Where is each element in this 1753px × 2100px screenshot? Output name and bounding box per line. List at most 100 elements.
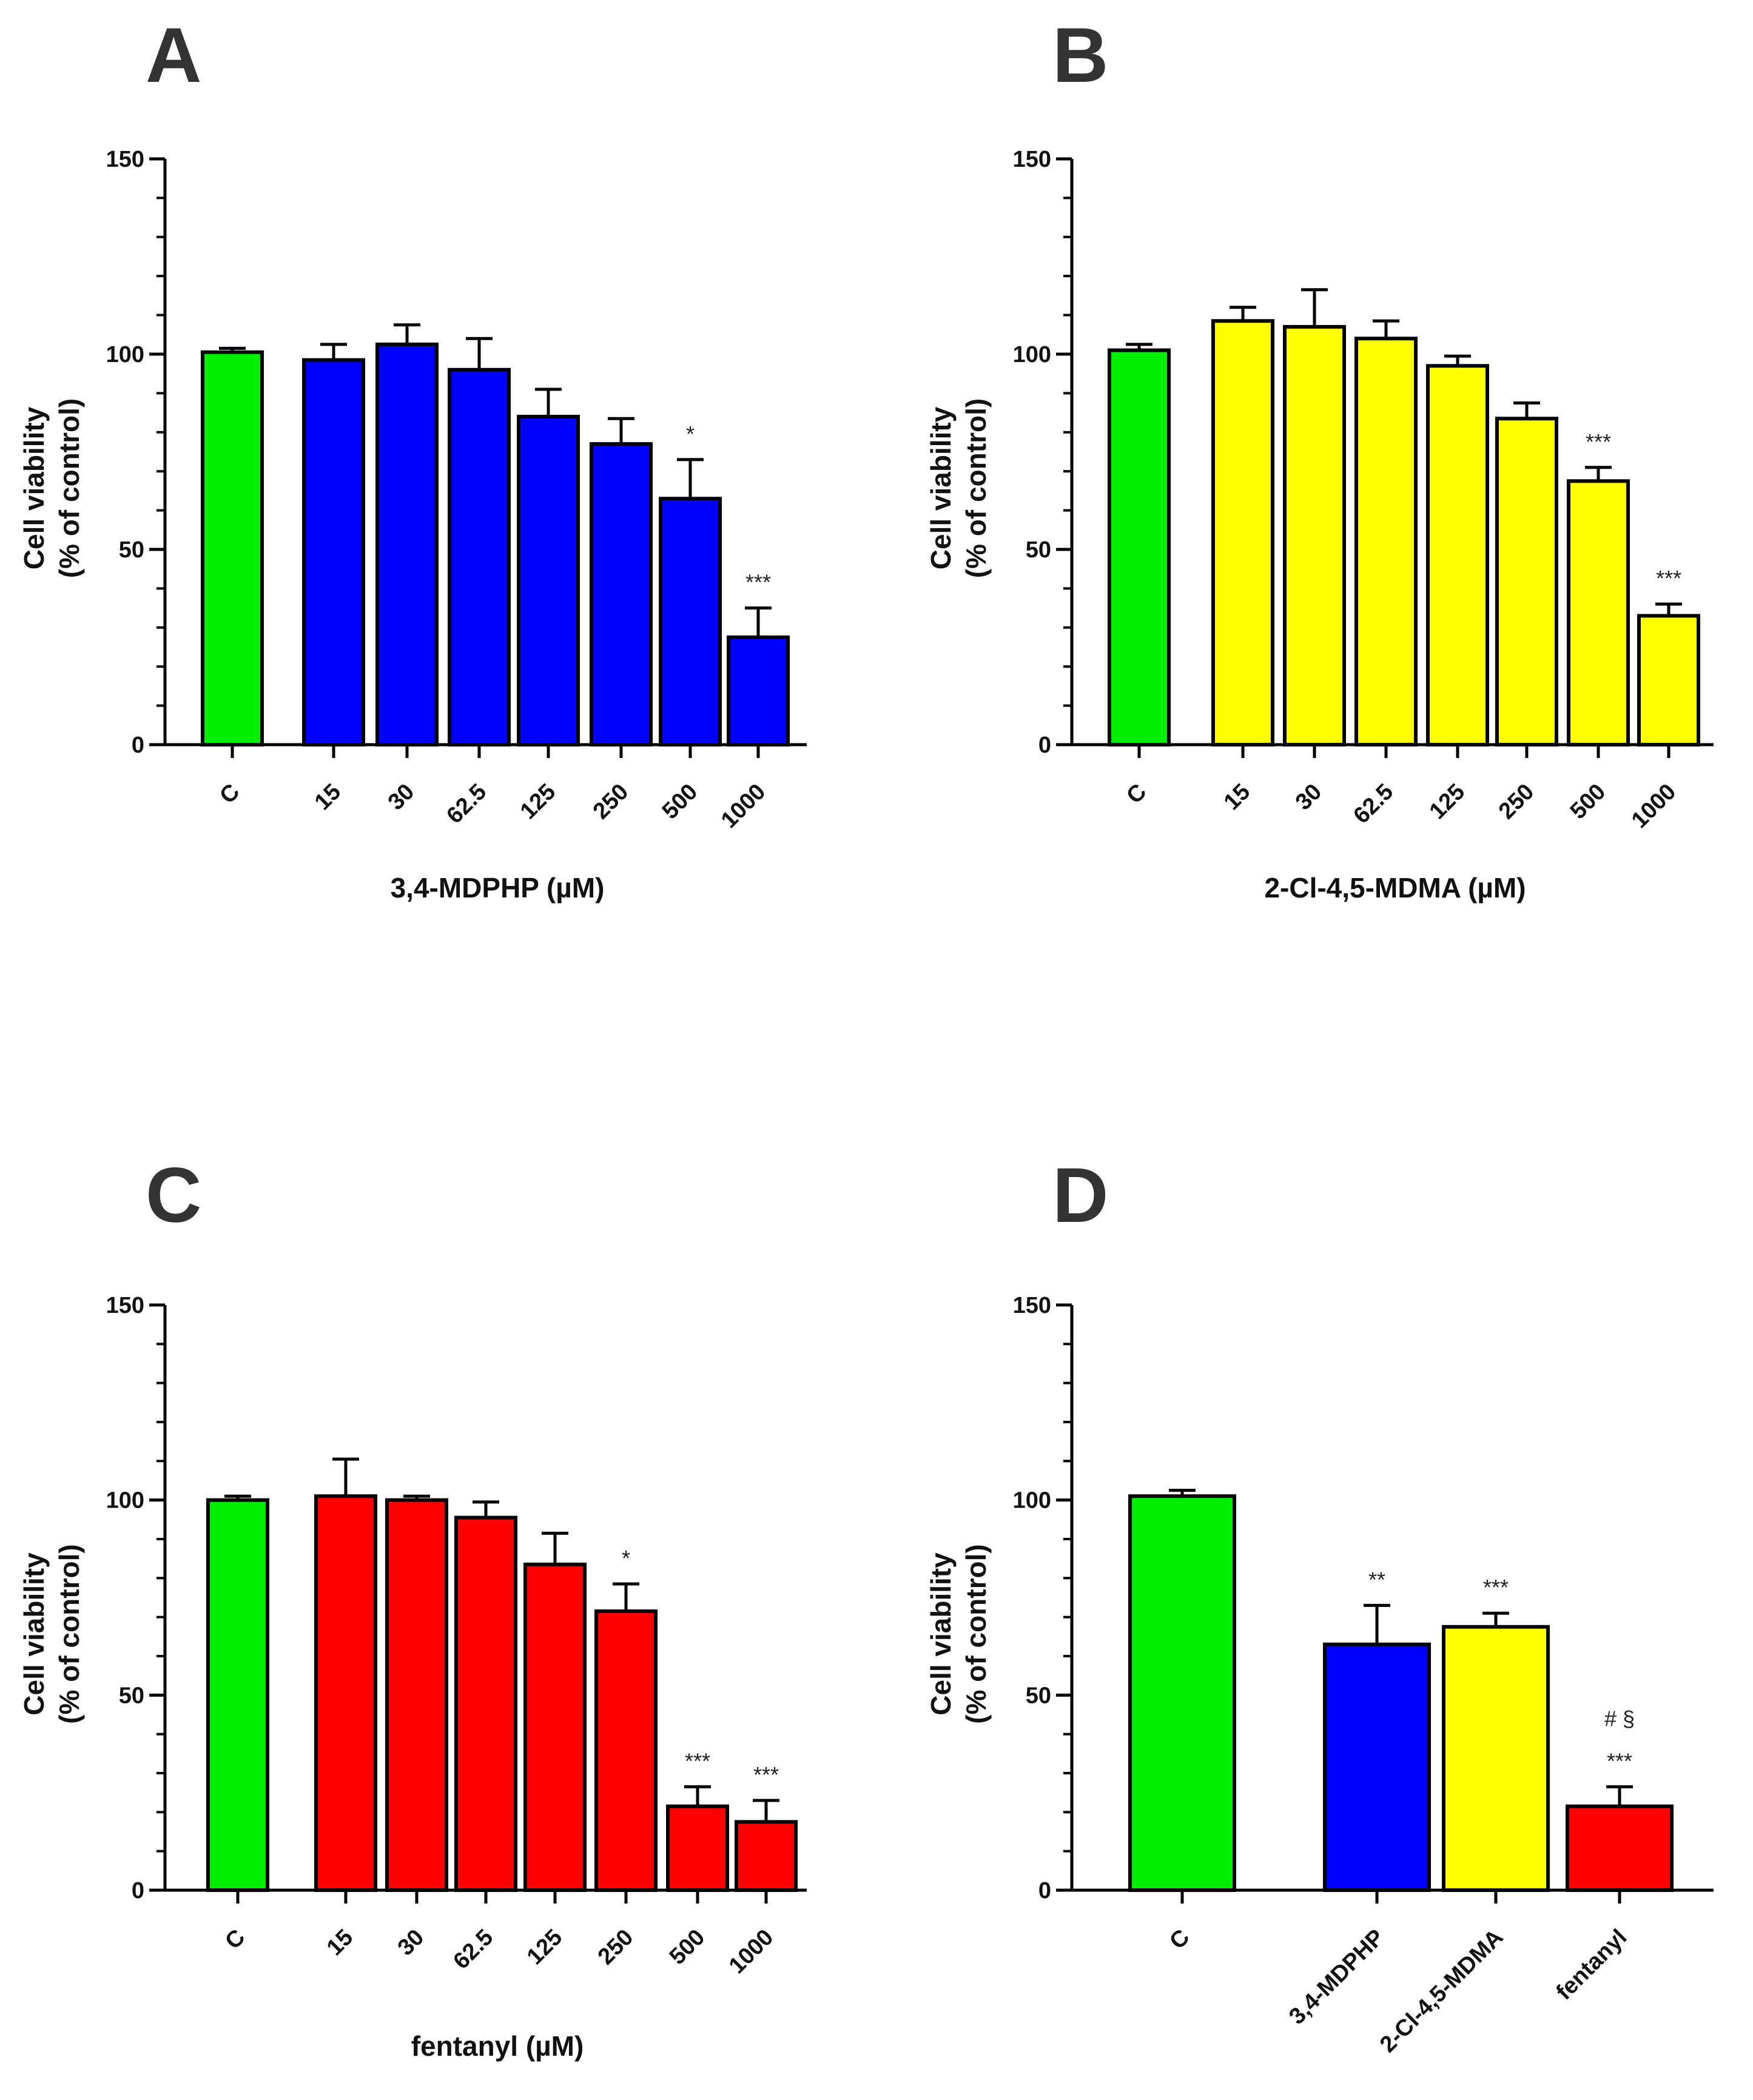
significance-marker: * bbox=[686, 421, 695, 446]
panel-c: C 0 50 100 150 Cell viability (% of control) C 1… bbox=[18, 1152, 807, 2062]
y-axis-label: Cell viability bbox=[18, 1552, 50, 1716]
bar-125 bbox=[523, 1562, 587, 1892]
x-tick-label: fentanyl bbox=[1552, 1925, 1632, 2005]
y-tick-label: 100 bbox=[106, 1488, 144, 1514]
x-tick-label: 125 bbox=[516, 779, 561, 825]
x-axis-label: fentanyl (µM) bbox=[411, 2030, 584, 2062]
y-axis-label: Cell viability bbox=[925, 406, 957, 569]
y-tick-label: 50 bbox=[119, 1683, 144, 1708]
bar-250 bbox=[594, 1609, 658, 1892]
y-tick-label: 0 bbox=[132, 1878, 144, 1904]
bar-500 bbox=[659, 497, 722, 747]
bar-1000 bbox=[735, 1820, 798, 1893]
x-tick-label: 125 bbox=[522, 1925, 568, 1970]
panel-a: A 0 50 100 150 Cell viability (% of control) C 1… bbox=[18, 12, 807, 904]
panel-letter: C bbox=[146, 1152, 201, 1239]
x-tick-label: 1000 bbox=[724, 1925, 778, 1979]
bar-250 bbox=[1495, 417, 1558, 746]
y-tick-label: 50 bbox=[1026, 1683, 1051, 1708]
y-tick-label: 150 bbox=[106, 1293, 144, 1318]
significance-marker: *** bbox=[1656, 566, 1681, 591]
significance-marker: *** bbox=[1607, 1749, 1632, 1774]
x-tick-label: 30 bbox=[1291, 779, 1327, 816]
x-tick-label: 30 bbox=[383, 779, 420, 816]
bar-62-5 bbox=[448, 367, 511, 746]
panel-b: B 0 50 100 150 Cell viability (% of control) C 1… bbox=[925, 12, 1714, 904]
x-tick-label: 30 bbox=[393, 1925, 429, 1961]
bar-1000 bbox=[727, 635, 790, 747]
significance-marker: ** bbox=[1368, 1567, 1385, 1592]
bar-2-cl-4-5-mdma bbox=[1442, 1625, 1550, 1892]
significance-marker: *** bbox=[1483, 1575, 1509, 1600]
significance-marker: *** bbox=[1586, 429, 1611, 454]
significance-marker: *** bbox=[685, 1749, 710, 1774]
x-tick-label: 62.5 bbox=[442, 779, 491, 829]
bar-fentanyl bbox=[1566, 1804, 1674, 1893]
bar-30 bbox=[375, 342, 439, 746]
bar-62-5 bbox=[1354, 337, 1418, 746]
y-tick-label: 100 bbox=[106, 342, 144, 367]
y-tick-label: 100 bbox=[1013, 342, 1051, 367]
bar-1000 bbox=[1637, 614, 1700, 746]
x-tick-label: 125 bbox=[1425, 779, 1470, 825]
y-tick-label: 100 bbox=[1013, 1488, 1051, 1514]
x-tick-label: 62.5 bbox=[448, 1925, 498, 1974]
significance-marker: * bbox=[622, 1546, 630, 1571]
y-tick-label: 0 bbox=[1038, 1878, 1051, 1904]
panel-letter: A bbox=[146, 12, 201, 99]
bar-15 bbox=[314, 1494, 377, 1893]
panel-letter: B bbox=[1052, 12, 1108, 99]
y-axis-label: (% of control) bbox=[960, 398, 992, 578]
x-tick-label: 15 bbox=[1219, 779, 1256, 816]
bar-250 bbox=[590, 442, 653, 746]
y-axis-label: Cell viability bbox=[18, 406, 50, 569]
y-axis-label: Cell viability bbox=[925, 1552, 957, 1716]
bar-62-5 bbox=[454, 1515, 517, 1893]
y-tick-label: 150 bbox=[1013, 1293, 1051, 1318]
x-tick-label: 62.5 bbox=[1348, 779, 1398, 829]
x-tick-label: 500 bbox=[665, 1925, 710, 1970]
bar-c bbox=[1108, 348, 1171, 746]
bar-c bbox=[201, 350, 264, 746]
x-axis-label: 3,4-MDPHP (µM) bbox=[391, 872, 605, 904]
x-tick-label: 3,4-MDPHP bbox=[1284, 1925, 1389, 2030]
y-tick-label: 150 bbox=[1013, 147, 1051, 172]
y-axis-label: (% of control) bbox=[960, 1544, 992, 1723]
x-tick-label: C bbox=[1122, 779, 1151, 809]
bar-30 bbox=[385, 1498, 448, 1893]
bar-c bbox=[206, 1498, 269, 1893]
x-tick-label: 250 bbox=[1494, 779, 1539, 825]
bar-3-4-mdphp bbox=[1323, 1642, 1431, 1892]
x-tick-label: C bbox=[1165, 1925, 1194, 1954]
bar-c bbox=[1128, 1494, 1236, 1893]
y-tick-label: 0 bbox=[132, 733, 144, 758]
x-tick-label: 500 bbox=[1566, 779, 1611, 825]
bar-125 bbox=[517, 415, 580, 746]
y-tick-label: 0 bbox=[1038, 733, 1051, 758]
bar-125 bbox=[1426, 364, 1489, 746]
significance-marker: # § bbox=[1604, 1706, 1635, 1731]
x-tick-label: 500 bbox=[658, 779, 703, 825]
bar-15 bbox=[302, 358, 365, 746]
y-axis-label: (% of control) bbox=[53, 1544, 85, 1723]
x-tick-label: 1000 bbox=[1627, 779, 1681, 833]
significance-marker: *** bbox=[753, 1762, 779, 1787]
x-tick-label: 15 bbox=[322, 1925, 358, 1961]
x-tick-label: 250 bbox=[588, 779, 634, 825]
y-tick-label: 50 bbox=[1026, 537, 1051, 563]
x-tick-label: 2-Cl-4,5-MDMA bbox=[1375, 1925, 1508, 2058]
y-tick-label: 50 bbox=[119, 537, 144, 563]
panel-letter: D bbox=[1052, 1152, 1108, 1239]
significance-marker: *** bbox=[745, 570, 771, 595]
bar-500 bbox=[666, 1804, 729, 1893]
panel-d: D 0 50 100 150 Cell viability (% of control) C 3… bbox=[925, 1152, 1714, 2058]
y-axis-label: (% of control) bbox=[53, 398, 85, 578]
x-axis-label: 2-Cl-4,5-MDMA (µM) bbox=[1264, 872, 1526, 904]
x-tick-label: 15 bbox=[310, 779, 346, 816]
x-tick-label: C bbox=[215, 779, 244, 809]
bar-500 bbox=[1567, 479, 1630, 746]
bar-15 bbox=[1211, 319, 1274, 746]
x-tick-label: 250 bbox=[593, 1925, 639, 1970]
y-tick-label: 150 bbox=[106, 147, 144, 172]
